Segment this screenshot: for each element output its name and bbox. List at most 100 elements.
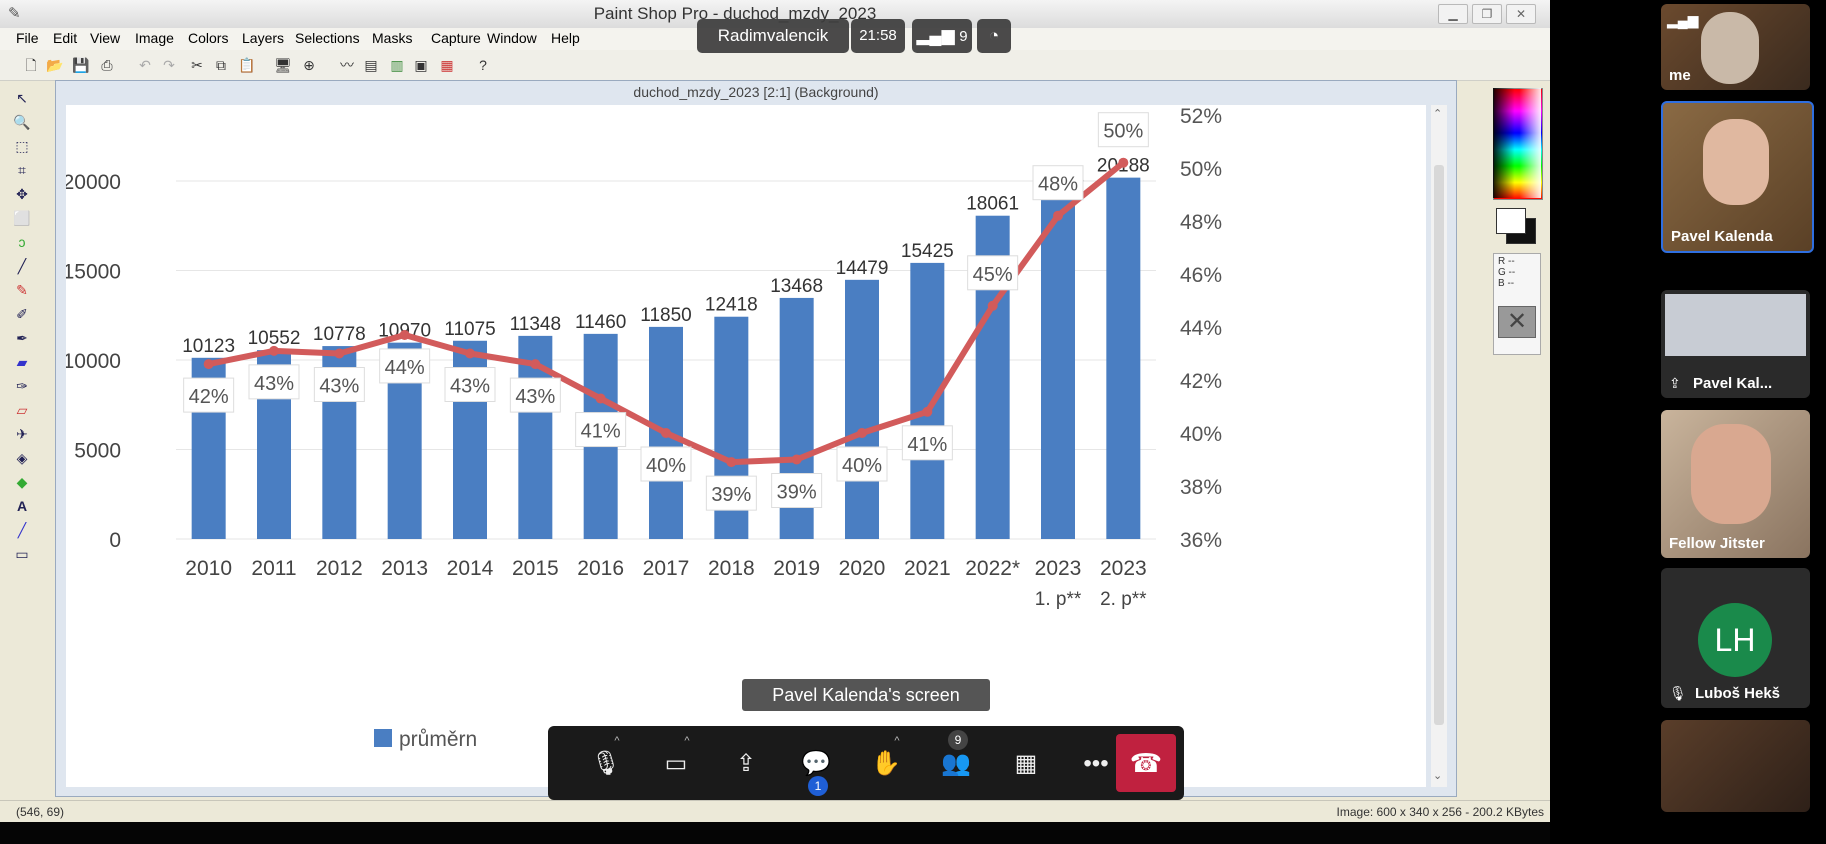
- reactions-chevron-icon[interactable]: ^: [894, 735, 900, 747]
- save-icon[interactable]: 💾: [72, 57, 90, 73]
- copy-icon[interactable]: ⧉: [216, 57, 226, 73]
- toolbar: 🗋 📂 💾 ⎙ ↶ ↷ ✂ ⧉ 📋 🖥 ⊕ 〰 ▤ ▥ ▣ ▦ ?: [0, 50, 1550, 81]
- scroll-up-icon[interactable]: ⌃: [1433, 108, 1443, 120]
- camera-options-chevron-icon[interactable]: ^: [684, 735, 690, 747]
- layer-icon[interactable]: ▤: [364, 57, 378, 73]
- histogram-icon[interactable]: ▥: [390, 57, 404, 73]
- menu-help[interactable]: Help: [551, 30, 580, 46]
- share-screen-icon[interactable]: ⇪: [735, 750, 757, 777]
- participant-tile-fellow-jitster[interactable]: Fellow Jitster: [1661, 410, 1810, 558]
- meeting-clock: 21:58: [851, 19, 905, 53]
- raise-hand-icon[interactable]: ✋: [871, 750, 901, 777]
- chat-icon[interactable]: 💬: [801, 750, 831, 777]
- retouch-tool-icon[interactable]: ▰: [16, 354, 28, 370]
- bar-value-label: 10778: [313, 324, 366, 345]
- new-file-icon[interactable]: 🗋: [25, 57, 37, 73]
- undo-icon[interactable]: ↶: [139, 57, 151, 73]
- open-folder-icon[interactable]: 📂: [46, 57, 64, 73]
- scroll-down-icon[interactable]: ⌄: [1433, 770, 1443, 782]
- menu-masks[interactable]: Masks: [372, 30, 413, 46]
- x-tick-label: 2023: [1035, 557, 1082, 580]
- camera-icon[interactable]: ▭: [664, 750, 688, 777]
- redo-icon[interactable]: ↷: [163, 57, 175, 73]
- restore-button[interactable]: ❐: [1472, 4, 1502, 24]
- menu-file[interactable]: File: [16, 30, 39, 46]
- participant-name: Fellow Jitster: [1669, 535, 1765, 552]
- ratio-label-box: [1032, 165, 1084, 201]
- menu-selections[interactable]: Selections: [295, 30, 360, 46]
- document-title: duchod_mzdy_2023 [2:1] (Background): [633, 84, 879, 100]
- paste-icon[interactable]: 📋: [238, 57, 256, 73]
- microphone-icon[interactable]: 🎙: [590, 750, 622, 777]
- no-color-icon[interactable]: ✕: [1498, 306, 1536, 338]
- mic-options-chevron-icon[interactable]: ^: [614, 735, 620, 747]
- cut-icon[interactable]: ✂: [191, 57, 203, 73]
- x-tick-label: 2012: [316, 557, 363, 580]
- bar-value-label: 11850: [640, 305, 691, 326]
- menu-window[interactable]: Window: [487, 30, 537, 46]
- participant-tile-pavel-kalenda[interactable]: Pavel Kalenda: [1661, 101, 1814, 253]
- bar-value-label: 14479: [836, 258, 889, 279]
- print-icon[interactable]: ⎙: [101, 57, 113, 73]
- menu-colors[interactable]: Colors: [188, 30, 229, 46]
- apps-grid-icon[interactable]: ▦: [1014, 750, 1038, 777]
- participants-indicator[interactable]: ▂▄▆ 9: [912, 19, 972, 53]
- vertical-scrollbar[interactable]: ⌃ ⌄: [1431, 105, 1447, 787]
- foreground-color-swatch[interactable]: [1496, 208, 1526, 234]
- ratio-point: [791, 454, 802, 465]
- zoom-tool-icon[interactable]: 🔍: [13, 114, 31, 130]
- scratch-tool-icon[interactable]: ✑: [16, 378, 28, 394]
- crop-tool-icon[interactable]: ⌗: [18, 162, 26, 178]
- text-tool-icon[interactable]: A: [16, 498, 28, 514]
- app-icon[interactable]: ✎: [8, 5, 21, 22]
- menu-capture[interactable]: Capture: [431, 30, 481, 46]
- image-canvas[interactable]: 0 5000 10000 15000 20000 36% 38% 40% 42% 44% 46% 48…: [66, 105, 1426, 787]
- speed-icon[interactable]: ◔: [977, 19, 1011, 53]
- end-call-button[interactable]: ☎: [1116, 734, 1176, 792]
- participant-tile-bookshelf[interactable]: [1661, 720, 1810, 812]
- menu-layers[interactable]: Layers: [242, 30, 285, 46]
- participant-video: [1703, 119, 1769, 205]
- participants-count: 9: [959, 28, 968, 45]
- x-tick-label: 2014: [447, 557, 494, 580]
- participant-tile-pavel-screen[interactable]: ⇪ Pavel Kal...: [1661, 290, 1810, 398]
- deform-tool-icon[interactable]: ⬚: [15, 138, 29, 154]
- lasso-tool-icon[interactable]: ↄ: [18, 234, 26, 250]
- brush-icon[interactable]: 〰: [340, 57, 354, 73]
- bar: [845, 279, 879, 539]
- ratio-label-box: [379, 348, 431, 384]
- eraser-tool-icon[interactable]: ▱: [16, 402, 28, 418]
- airbrush-tool-icon[interactable]: ✈: [16, 426, 28, 442]
- zoom-icon[interactable]: ⊕: [303, 57, 315, 73]
- move-tool-icon[interactable]: ✥: [16, 186, 28, 202]
- dropper-tool-icon[interactable]: ╱: [17, 258, 27, 274]
- monitor-icon[interactable]: 🖥: [274, 57, 292, 73]
- image-icon[interactable]: ▣: [414, 57, 428, 73]
- participant-tile-me[interactable]: ▂▄▆ me: [1661, 4, 1810, 90]
- selection-tool-icon[interactable]: ⬜: [13, 210, 31, 226]
- signal-bars-icon: ▂▄▆: [916, 26, 955, 45]
- help-pointer-icon[interactable]: ?: [479, 57, 487, 73]
- close-button[interactable]: ✕: [1506, 4, 1536, 24]
- line-tool-icon[interactable]: ╱: [17, 522, 27, 538]
- participants-icon[interactable]: 👥: [941, 750, 971, 777]
- paintbrush-tool-icon[interactable]: ✎: [16, 282, 28, 298]
- clone-tool-icon[interactable]: ✐: [16, 306, 28, 322]
- participant-name: Pavel Kal...: [1693, 375, 1773, 392]
- y-left-tick-label: 5000: [74, 440, 121, 463]
- participant-tile-lubos-heks[interactable]: LH 🎙 Luboš Hekš: [1661, 568, 1810, 708]
- minimize-button[interactable]: ▁: [1438, 4, 1468, 24]
- arrow-tool-icon[interactable]: ↖: [16, 90, 28, 106]
- menu-edit[interactable]: Edit: [53, 30, 78, 46]
- ratio-point: [1118, 157, 1129, 168]
- title-bar: ✎ Paint Shop Pro - duchod_mzdy_2023 ▁ ❐ …: [0, 0, 1550, 28]
- picture-tube-tool-icon[interactable]: ◆: [16, 474, 28, 490]
- palette-icon[interactable]: ▦: [440, 57, 454, 73]
- flood-fill-tool-icon[interactable]: ◈: [16, 450, 28, 466]
- scroll-thumb[interactable]: [1434, 165, 1444, 725]
- menu-view[interactable]: View: [90, 30, 121, 46]
- color-replace-tool-icon[interactable]: ✒: [16, 330, 28, 346]
- more-options-icon[interactable]: •••: [1083, 750, 1109, 777]
- shape-tool-icon[interactable]: ▭: [15, 546, 29, 562]
- menu-image[interactable]: Image: [135, 30, 174, 46]
